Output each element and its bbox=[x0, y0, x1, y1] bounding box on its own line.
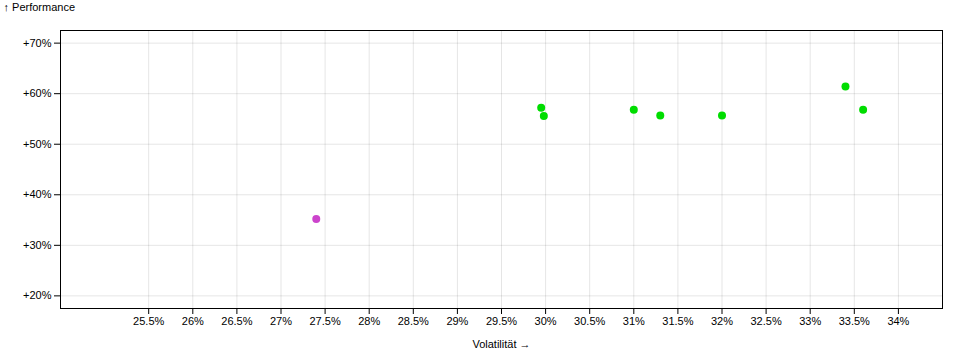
svg-text:+50%: +50% bbox=[23, 138, 52, 150]
svg-text:27%: 27% bbox=[270, 315, 292, 327]
svg-text:Volatilität →: Volatilität → bbox=[472, 338, 530, 350]
svg-text:28.5%: 28.5% bbox=[398, 315, 429, 327]
svg-text:26%: 26% bbox=[182, 315, 204, 327]
svg-text:34%: 34% bbox=[887, 315, 909, 327]
svg-text:33%: 33% bbox=[799, 315, 821, 327]
svg-text:+70%: +70% bbox=[23, 37, 52, 49]
svg-text:+60%: +60% bbox=[23, 87, 52, 99]
svg-text:27.5%: 27.5% bbox=[309, 315, 340, 327]
svg-text:29%: 29% bbox=[446, 315, 468, 327]
svg-text:31.5%: 31.5% bbox=[662, 315, 693, 327]
svg-text:+40%: +40% bbox=[23, 188, 52, 200]
svg-text:31%: 31% bbox=[623, 315, 645, 327]
svg-text:33.5%: 33.5% bbox=[839, 315, 870, 327]
svg-text:29.5%: 29.5% bbox=[486, 315, 517, 327]
svg-text:↑ Performance: ↑ Performance bbox=[4, 1, 76, 13]
svg-text:28%: 28% bbox=[358, 315, 380, 327]
svg-text:32.5%: 32.5% bbox=[750, 315, 781, 327]
svg-text:+30%: +30% bbox=[23, 239, 52, 251]
svg-text:26.5%: 26.5% bbox=[221, 315, 252, 327]
svg-text:32%: 32% bbox=[711, 315, 733, 327]
svg-text:+20%: +20% bbox=[23, 289, 52, 301]
svg-text:25.5%: 25.5% bbox=[133, 315, 164, 327]
svg-text:30%: 30% bbox=[535, 315, 557, 327]
svg-text:30.5%: 30.5% bbox=[574, 315, 605, 327]
